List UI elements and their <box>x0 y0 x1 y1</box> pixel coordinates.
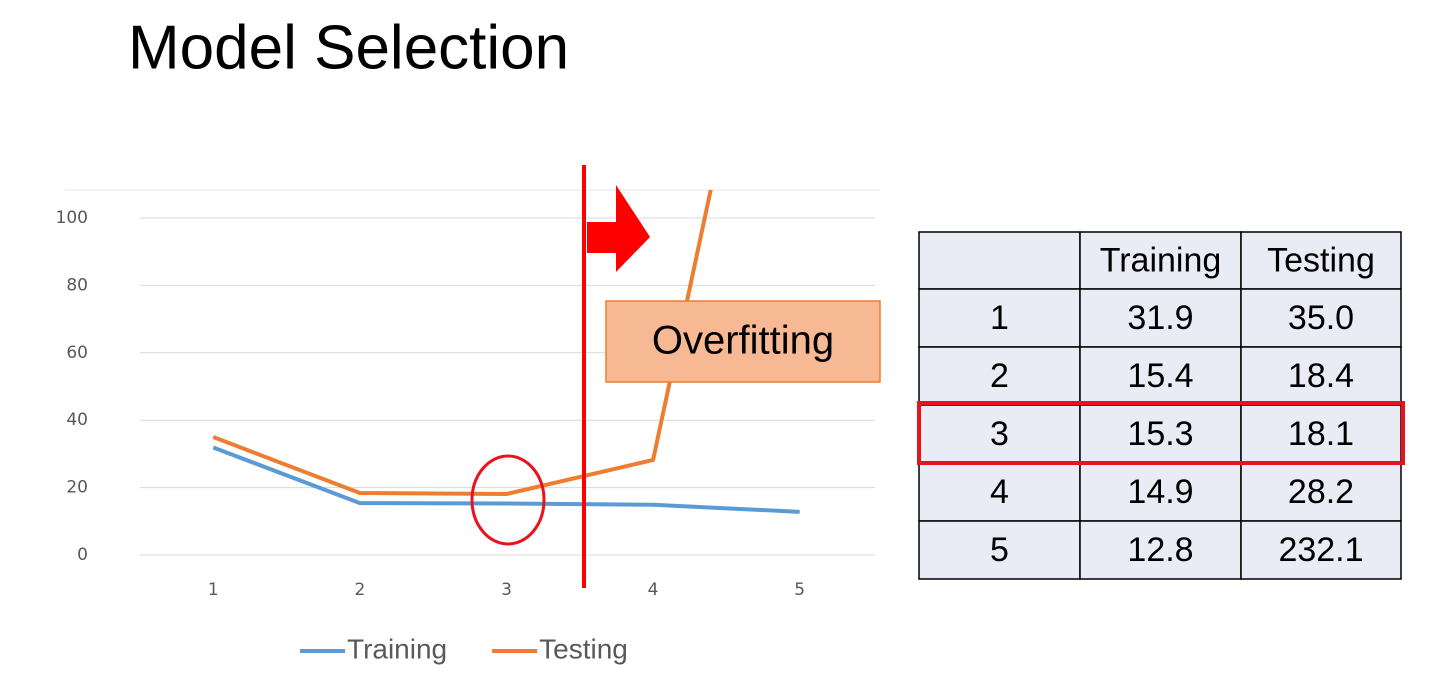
table-value: 5 <box>990 531 1009 569</box>
table-cell <box>1240 520 1402 580</box>
table-value: 232.1 <box>1278 531 1363 569</box>
x-tick-label: 5 <box>794 580 805 600</box>
annotation: Overfitting <box>652 319 834 363</box>
series-line <box>212 190 713 497</box>
legend-label: Training <box>347 633 447 664</box>
row-highlight <box>917 401 1405 465</box>
table-cell <box>1079 288 1242 348</box>
table-cell <box>918 520 1081 580</box>
table-value: 4 <box>990 473 1009 511</box>
table-cell <box>918 346 1081 406</box>
chart: 0 20 40 60 80 100 1 2 3 4 5 Training Testing <box>56 190 875 664</box>
table-cell <box>1079 462 1242 522</box>
table-value: 35.0 <box>1288 299 1354 337</box>
annotation-box <box>605 300 881 383</box>
table-cell <box>1079 346 1242 406</box>
x-tick-label: 2 <box>354 580 365 600</box>
slide-title: Model Selection <box>128 13 569 82</box>
x-tick-label: 3 <box>501 580 512 600</box>
y-tick-label: 60 <box>66 343 88 363</box>
table-cell <box>1079 231 1242 290</box>
table-value: 2 <box>990 357 1009 395</box>
table-cell <box>918 231 1081 290</box>
table-cell <box>1079 520 1242 580</box>
table-value: 31.9 <box>1127 299 1193 337</box>
y-tick-label: 20 <box>66 478 88 498</box>
table-cell <box>1079 404 1242 464</box>
table-cell <box>1240 346 1402 406</box>
legend-label: Testing <box>539 633 628 664</box>
y-tick-label: 40 <box>66 410 88 430</box>
table-value: 14.9 <box>1127 473 1193 511</box>
x-tick-label: 1 <box>208 580 219 600</box>
table-value: 12.8 <box>1127 531 1193 569</box>
x-tick-label: 4 <box>648 580 659 600</box>
y-tick-label: 100 <box>56 208 88 228</box>
table-value: 15.3 <box>1127 415 1193 453</box>
table-cell <box>1240 288 1402 348</box>
series-line <box>212 445 800 514</box>
y-tick-label: 0 <box>77 545 88 565</box>
table-value: 1 <box>990 299 1009 337</box>
table-value: 28.2 <box>1288 473 1354 511</box>
table-value: 18.4 <box>1288 357 1354 395</box>
table-cell <box>1240 462 1402 522</box>
table-header: Testing <box>1267 241 1375 279</box>
y-tick-label: 80 <box>66 275 88 295</box>
table-cell <box>1240 404 1402 464</box>
table-value: 18.1 <box>1288 415 1354 453</box>
highlight-circle <box>470 454 546 546</box>
table-value: 15.4 <box>1127 357 1193 395</box>
table-value: 3 <box>990 415 1009 453</box>
arrow <box>587 185 650 272</box>
table: Training Testing 1 31.9 35.0 2 15.4 18.4 3 15.3 18… <box>918 231 1402 580</box>
table-cell <box>1240 231 1402 290</box>
table-header: Training <box>1100 241 1222 279</box>
